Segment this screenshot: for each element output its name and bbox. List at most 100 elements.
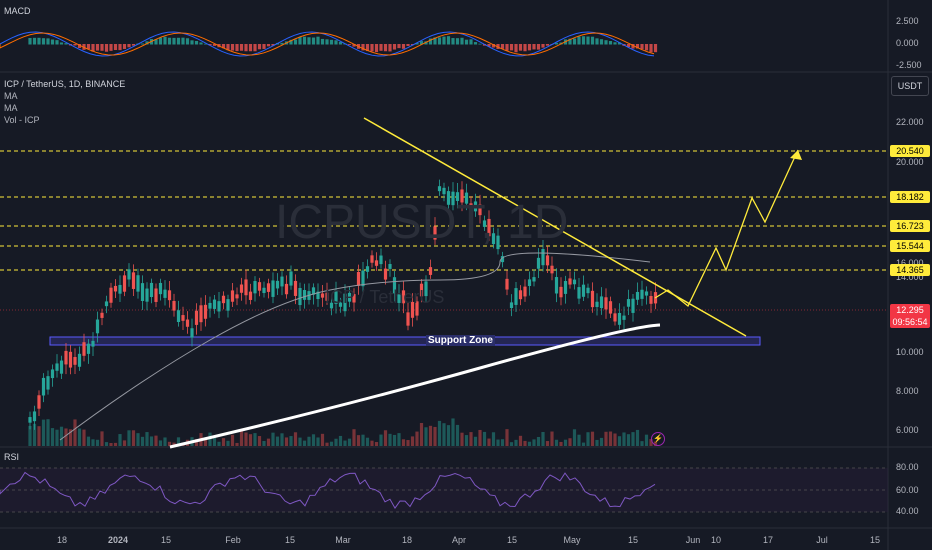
price-axis-label: 16.000 xyxy=(896,258,924,268)
candle-body xyxy=(136,275,140,292)
candle-body xyxy=(343,293,347,312)
candle-body xyxy=(419,283,424,297)
candle-body xyxy=(415,301,419,316)
candle-body xyxy=(172,300,176,311)
volume-bar xyxy=(550,431,554,446)
volume-bar xyxy=(487,438,491,446)
volume-bar xyxy=(28,425,32,446)
macd-histogram-bar xyxy=(523,44,527,52)
volume-bar xyxy=(208,432,212,446)
candle-body xyxy=(379,255,383,265)
candle-body xyxy=(127,269,131,280)
macd-histogram-bar xyxy=(433,37,437,45)
macd-histogram-bar xyxy=(212,44,217,46)
macd-histogram-bar xyxy=(298,37,302,45)
volume-bar xyxy=(599,437,604,446)
volume-bar xyxy=(509,442,514,446)
candle-body xyxy=(392,277,397,294)
macd-histogram-bar xyxy=(410,44,415,46)
macd-histogram-bar xyxy=(518,44,523,51)
lightning-icon[interactable]: ⚡ xyxy=(651,432,665,446)
date-label: Jun xyxy=(685,535,701,545)
macd-histogram-bar xyxy=(604,40,608,45)
volume-bar xyxy=(298,437,302,446)
volume-bar xyxy=(392,434,397,446)
volume-bar xyxy=(433,426,437,446)
candle-body xyxy=(352,294,356,303)
price-axis-label: 22.000 xyxy=(896,117,924,127)
macd-histogram-bar xyxy=(334,40,338,45)
indicator-ma-1[interactable]: MA xyxy=(4,91,18,101)
volume-bar xyxy=(559,441,563,446)
candle-body xyxy=(590,290,595,308)
candle-body xyxy=(541,248,545,266)
volume-bar xyxy=(275,436,280,446)
volume-bar xyxy=(361,434,365,446)
volume-bar xyxy=(64,428,68,446)
candle-body xyxy=(365,266,370,272)
level-tag: 14.365 xyxy=(890,264,930,276)
volume-bar xyxy=(176,437,181,446)
projection-path xyxy=(654,149,799,308)
volume-bar xyxy=(68,429,73,446)
date-label: 18 xyxy=(56,535,68,545)
volume-bar xyxy=(482,431,487,446)
support-zone-label: Support Zone xyxy=(426,335,495,346)
candle-body xyxy=(266,283,271,292)
macd-histogram-bar xyxy=(442,36,446,45)
macd-line xyxy=(0,31,655,57)
symbol-title[interactable]: ICP / TetherUS, 1D, BINANCE xyxy=(4,79,126,89)
date-label: 18 xyxy=(401,535,413,545)
candle-body xyxy=(581,284,586,297)
volume-bar xyxy=(536,436,541,446)
macd-histogram-bar xyxy=(379,44,383,51)
macd-histogram-bar xyxy=(127,44,131,48)
candle-body xyxy=(329,302,334,309)
volume-bar xyxy=(32,423,37,446)
indicator-volume[interactable]: Vol - ICP xyxy=(4,115,40,125)
macd-histogram-bar xyxy=(577,36,581,45)
currency-button[interactable]: USDT xyxy=(891,76,929,96)
macd-histogram-bar xyxy=(653,44,658,53)
candle-body xyxy=(68,351,73,368)
volume-bar xyxy=(460,432,464,446)
candle-body xyxy=(496,235,500,250)
macd-histogram-bar xyxy=(401,44,406,49)
volume-bar xyxy=(608,431,613,446)
indicator-ma-2[interactable]: MA xyxy=(4,103,18,113)
volume-bar xyxy=(284,437,289,446)
candle-body xyxy=(28,417,32,423)
candle-body xyxy=(473,201,478,212)
macd-histogram-bar xyxy=(644,44,649,51)
macd-histogram-bar xyxy=(302,36,307,45)
volume-bar xyxy=(577,434,581,446)
macd-histogram-bar xyxy=(239,44,244,51)
macd-histogram-bar xyxy=(500,44,505,49)
macd-histogram-bar xyxy=(397,44,401,49)
volume-bar xyxy=(244,432,248,446)
macd-histogram-bar xyxy=(262,44,266,49)
macd-histogram-bar xyxy=(248,44,253,52)
candle-body xyxy=(302,290,307,300)
volume-bar xyxy=(91,439,95,446)
volume-bar xyxy=(446,425,451,446)
volume-bar xyxy=(388,433,392,446)
volume-bar xyxy=(415,431,419,446)
date-label: 2024 xyxy=(107,535,129,545)
volume-bar xyxy=(194,439,199,446)
candle-body xyxy=(374,260,379,266)
volume-bar xyxy=(464,435,469,446)
volume-bar xyxy=(635,429,640,446)
volume-bar xyxy=(109,442,113,446)
macd-histogram-bar xyxy=(613,42,617,45)
macd-histogram-bar xyxy=(73,44,77,46)
volume-bar xyxy=(293,432,298,446)
macd-histogram-bar xyxy=(635,44,640,49)
candle-body xyxy=(118,284,122,294)
volume-bar xyxy=(55,429,59,446)
date-label: May xyxy=(563,535,581,545)
volume-bar xyxy=(442,423,446,446)
candle-body xyxy=(563,281,568,294)
